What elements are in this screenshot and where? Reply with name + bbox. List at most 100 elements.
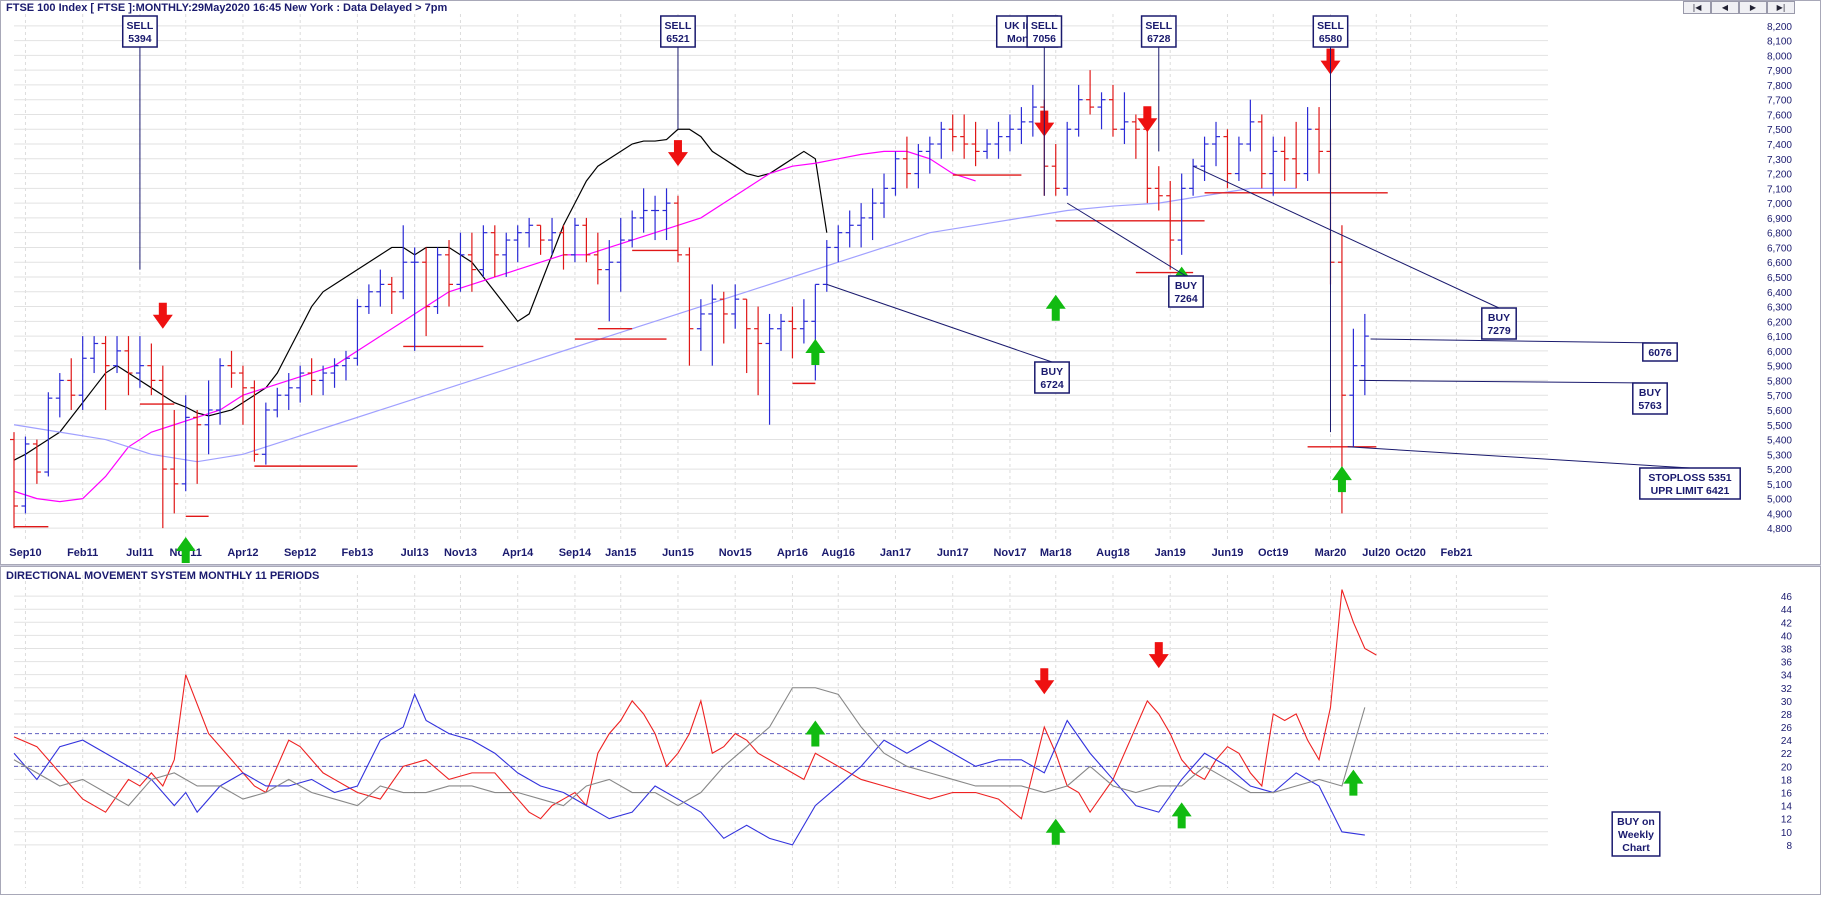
ohlc-bar <box>1143 121 1152 204</box>
dms-y-tick-label: 18 <box>1781 775 1793 786</box>
ohlc-bar <box>273 387 282 418</box>
ohlc-bar <box>433 247 442 314</box>
annotation-box <box>1168 275 1204 308</box>
dms-buy-arrow-icon <box>1045 818 1066 845</box>
ohlc-bar <box>1257 114 1266 189</box>
ohlc-bar <box>1063 121 1072 196</box>
ohlc-bar <box>1120 92 1129 145</box>
ohlc-bar <box>1337 225 1346 514</box>
x-tick-label: Feb13 <box>342 547 374 559</box>
ohlc-bar <box>799 299 808 344</box>
ohlc-bar <box>330 358 339 388</box>
next-page-button[interactable]: ▶ <box>1739 1 1767 14</box>
dms-sell-arrow-icon <box>1148 642 1169 669</box>
first-page-button[interactable]: |◀ <box>1683 1 1711 14</box>
ohlc-bar <box>719 291 728 344</box>
ohlc-bar <box>1212 121 1221 167</box>
ohlc-bar <box>616 217 625 292</box>
annotation-box <box>1639 467 1741 500</box>
ohlc-bar <box>1189 158 1198 196</box>
dms-y-tick-label: 10 <box>1781 828 1793 839</box>
dms-y-tick-label: 40 <box>1781 631 1793 642</box>
buy-arrow-icon <box>805 339 826 366</box>
price-y-tick-label: 6,300 <box>1767 303 1792 314</box>
dms-y-tick-label: 44 <box>1781 605 1793 616</box>
annotation-leader-line <box>1370 338 1661 344</box>
x-tick-label: Jul11 <box>126 547 154 559</box>
ohlc-bar <box>135 336 144 388</box>
ohlc-bar <box>490 225 499 277</box>
ohlc-bar <box>1292 121 1301 189</box>
ohlc-bar <box>960 114 969 159</box>
ohlc-bar <box>44 392 53 477</box>
annotation-label: SELL <box>1031 20 1058 32</box>
dms-y-tick-label: 24 <box>1781 736 1793 747</box>
x-tick-label: Mar20 <box>1315 547 1347 559</box>
ohlc-bar <box>1154 166 1163 211</box>
ohlc-bar <box>651 195 660 241</box>
price-y-tick-label: 7,500 <box>1767 125 1792 136</box>
ohlc-bar <box>1200 136 1209 181</box>
last-page-button[interactable]: ▶| <box>1767 1 1795 14</box>
ohlc-bar <box>147 343 156 396</box>
ohlc-bar <box>307 358 316 396</box>
ohlc-bar <box>1349 328 1358 447</box>
price-y-tick-label: 8,200 <box>1767 22 1792 33</box>
annotation-box <box>1481 307 1517 340</box>
ohlc-bar <box>639 188 648 233</box>
annotation-box <box>1140 15 1177 48</box>
ohlc-bar <box>1234 136 1243 181</box>
price-y-tick-label: 6,900 <box>1767 214 1792 225</box>
ohlc-bar <box>1269 136 1278 196</box>
price-y-tick-label: 6,400 <box>1767 288 1792 299</box>
ohlc-bar <box>124 336 133 396</box>
ohlc-bar <box>685 247 694 366</box>
x-tick-label: Oct19 <box>1258 547 1289 559</box>
dms-y-tick-label: 42 <box>1781 618 1793 629</box>
dms-y-tick-label: 16 <box>1781 789 1793 800</box>
ohlc-bar <box>1097 92 1106 130</box>
ohlc-bar <box>1246 99 1255 152</box>
x-tick-label: Jul13 <box>401 547 429 559</box>
ohlc-bar <box>983 129 992 159</box>
ohlc-bar <box>548 217 557 255</box>
ohlc-bar <box>971 121 980 167</box>
prev-page-button[interactable]: ◀ <box>1711 1 1739 14</box>
dms-chart-title: DIRECTIONAL MOVEMENT SYSTEM MONTHLY 11 P… <box>6 570 319 582</box>
dms-series-line <box>13 692 1365 846</box>
x-tick-label: Jan15 <box>605 547 636 559</box>
x-tick-label: Jul20 <box>1362 547 1390 559</box>
annotation-leader-line <box>1359 379 1651 384</box>
ohlc-bar <box>1005 114 1014 152</box>
x-tick-label: Jan17 <box>880 547 911 559</box>
ohlc-bar <box>708 284 717 366</box>
ohlc-bar <box>513 225 522 263</box>
x-tick-label: Nov17 <box>993 547 1026 559</box>
ohlc-bar <box>994 121 1003 159</box>
price-y-tick-label: 5,900 <box>1767 362 1792 373</box>
x-tick-label: Sep14 <box>559 547 592 559</box>
ohlc-bar <box>1303 107 1312 181</box>
price-y-tick-label: 6,500 <box>1767 273 1792 284</box>
x-tick-label: Feb21 <box>1441 547 1473 559</box>
annotation-label: BUY <box>1041 366 1063 378</box>
annotation-box <box>1611 811 1661 857</box>
annotation-label: 7279 <box>1487 325 1511 337</box>
ohlc-bar <box>21 436 30 514</box>
x-tick-label: Apr14 <box>502 547 534 559</box>
ohlc-bar <box>857 203 866 248</box>
ohlc-bar <box>902 136 911 189</box>
ohlc-bar <box>1223 129 1232 189</box>
x-tick-label: Sep12 <box>284 547 316 559</box>
annotation-box <box>121 15 158 48</box>
price-y-tick-label: 6,000 <box>1767 347 1792 358</box>
ohlc-bar <box>845 210 854 248</box>
x-tick-label: Mar18 <box>1040 547 1072 559</box>
ohlc-bar <box>1177 173 1186 255</box>
annotation-box <box>1312 15 1349 48</box>
buy-arrow-icon <box>1045 294 1066 321</box>
ohlc-bar <box>593 232 602 285</box>
annotation-label: SELL <box>127 20 154 32</box>
price-y-tick-label: 5,400 <box>1767 436 1792 447</box>
annotation-box <box>1632 382 1668 415</box>
